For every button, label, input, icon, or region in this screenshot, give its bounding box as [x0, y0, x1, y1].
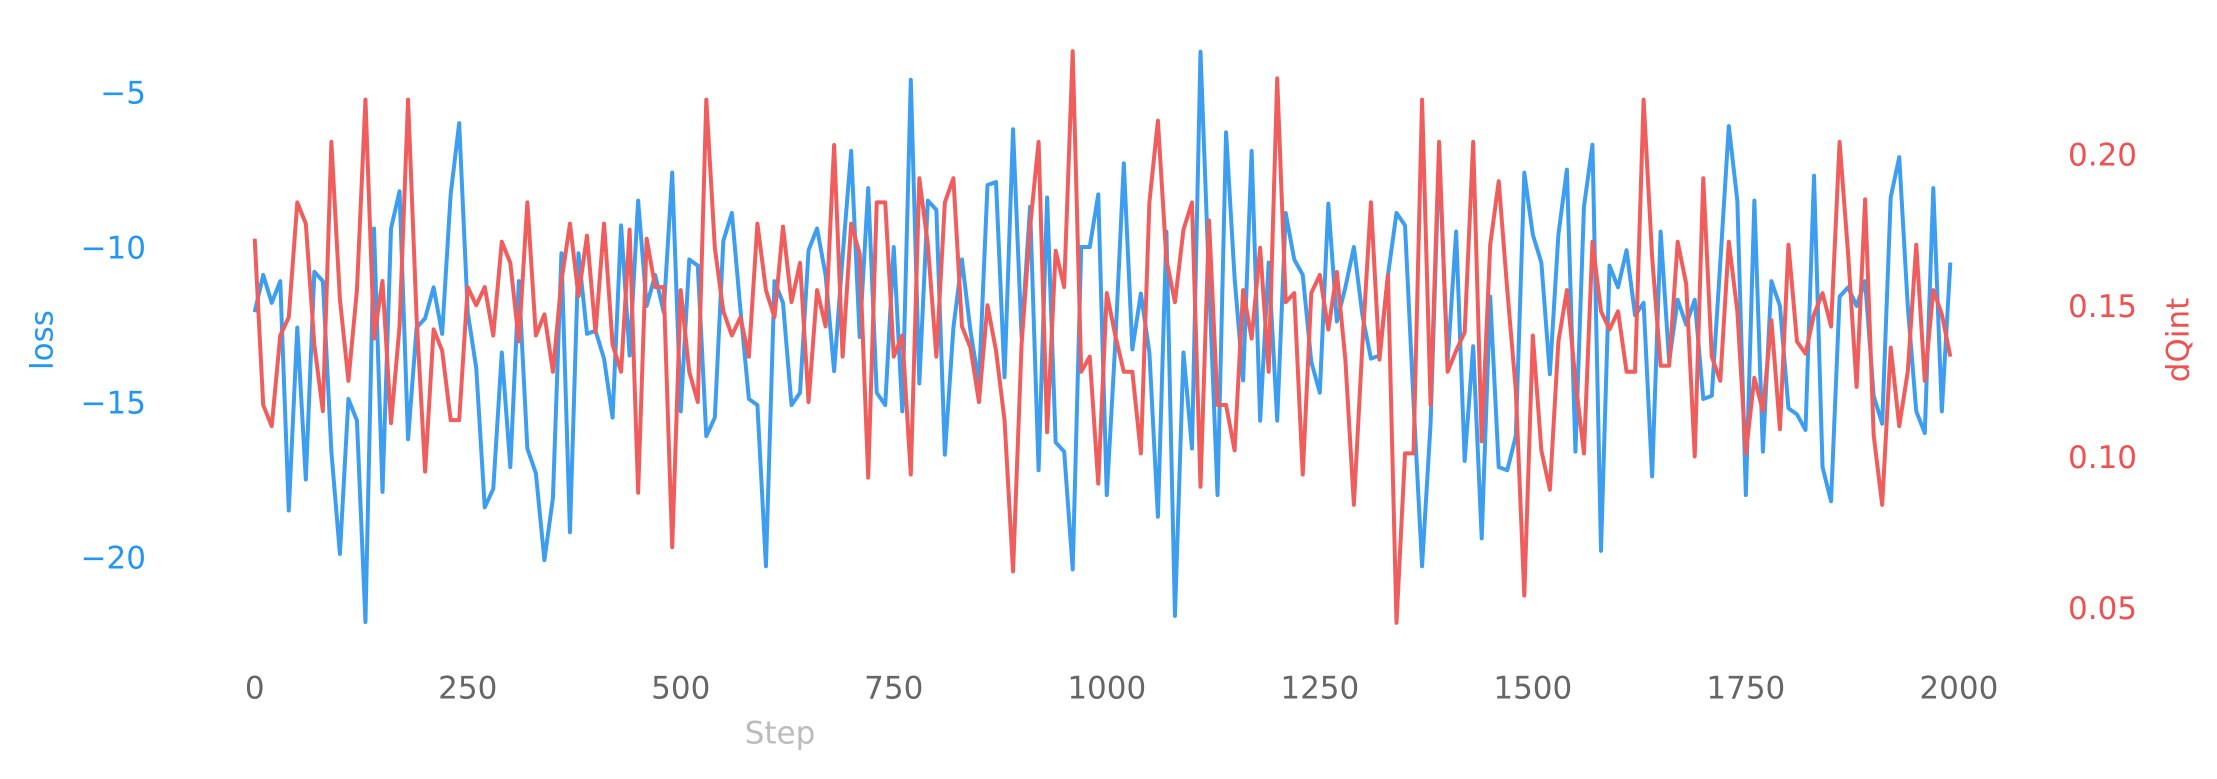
x-tick-label: 500 — [651, 671, 710, 707]
x-tick-label: 2000 — [1919, 671, 1998, 707]
y2-tick-label: 0.05 — [2068, 591, 2137, 627]
x-tick-label: 0 — [245, 671, 265, 707]
series-line — [252, 49, 1953, 625]
y-tick-label: −15 — [81, 386, 146, 422]
y-axis-label: loss — [25, 310, 61, 370]
x-tick-label: 250 — [438, 671, 497, 707]
y2-tick-label: 0.20 — [2068, 138, 2137, 174]
x-tick-label: 750 — [864, 671, 923, 707]
y2-tick-label: 0.10 — [2068, 440, 2137, 476]
y2-axis-label: dQint — [2161, 298, 2197, 383]
y-tick-label: −5 — [100, 76, 146, 112]
y-tick-label: −10 — [81, 231, 146, 267]
y2-tick-label: 0.15 — [2068, 289, 2137, 325]
x-tick-label: 1250 — [1280, 671, 1359, 707]
x-tick-label: 1000 — [1067, 671, 1146, 707]
x-tick-label: 1750 — [1706, 671, 1785, 707]
series-line — [252, 49, 1953, 625]
x-tick-label: 1500 — [1493, 671, 1572, 707]
x-axis-label: Step — [745, 716, 816, 752]
y-tick-label: −20 — [81, 541, 146, 577]
